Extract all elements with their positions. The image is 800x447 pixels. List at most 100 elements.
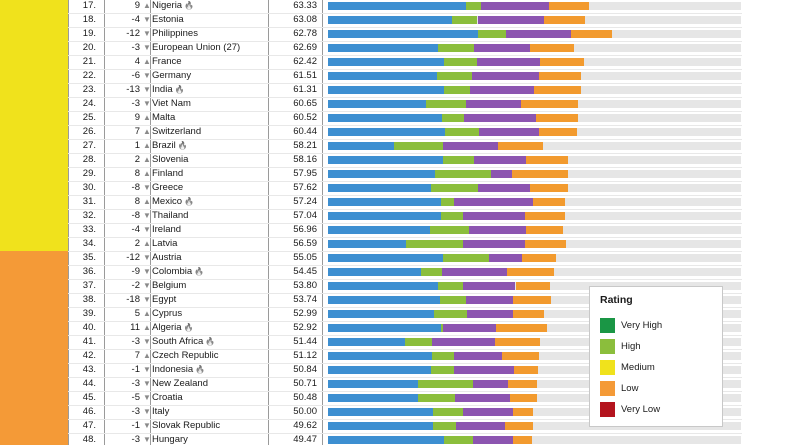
down-arrow-icon: ▼	[143, 99, 151, 108]
rank-change: 7	[134, 350, 140, 361]
rank-label: 35.	[82, 252, 96, 263]
legend-swatch	[600, 339, 615, 354]
score-bar-track	[328, 240, 741, 248]
segment-green	[437, 72, 473, 80]
country-name: Estonia	[152, 13, 282, 27]
segment-purple	[473, 156, 526, 164]
segment-purple	[463, 114, 536, 122]
table-row: 36. -9 ▼ Colombia 🔥 54.45	[68, 265, 742, 279]
segment-orange	[520, 100, 578, 108]
row-divider	[68, 377, 742, 378]
country-label: Hungary	[152, 434, 188, 445]
rank-change: 11	[130, 322, 140, 333]
country-label: Switzerland	[152, 126, 202, 137]
row-divider	[68, 237, 742, 238]
up-arrow-icon: ▲	[143, 127, 151, 136]
segment-orange	[496, 324, 548, 332]
score-bar-track	[328, 128, 741, 136]
segment-orange	[525, 156, 569, 164]
score-value: 58.21	[293, 140, 317, 151]
column-divider	[104, 0, 105, 445]
segment-green	[434, 170, 492, 178]
rank-label: 46.	[82, 406, 96, 417]
rank-change: -8	[131, 182, 140, 193]
segment-orange	[513, 408, 533, 416]
score-value: 63.08	[293, 14, 317, 25]
country-label: Viet Nam	[152, 98, 191, 109]
score-bar-track	[328, 30, 741, 38]
up-arrow-icon: ▲	[143, 57, 151, 66]
rank-label: 26.	[82, 126, 96, 137]
score-value: 54.45	[293, 266, 317, 277]
segment-blue	[328, 296, 440, 304]
country-label: Indonesia	[152, 364, 194, 375]
score-bar-track	[328, 44, 741, 52]
segment-green	[437, 282, 464, 290]
row-divider	[68, 335, 742, 336]
down-arrow-icon: ▼	[143, 393, 151, 402]
score-value: 55.05	[293, 252, 317, 263]
rank-label: 25.	[82, 112, 96, 123]
country-name: Czech Republic	[152, 349, 282, 363]
score-value: 57.04	[293, 210, 317, 221]
segment-green	[443, 58, 477, 66]
legend-label: Very Low	[621, 404, 661, 415]
rank-label: 37.	[82, 280, 96, 291]
score-bar-track	[328, 282, 741, 290]
segment-purple	[477, 184, 530, 192]
legend-label: Low	[621, 383, 639, 394]
score-bar-track	[328, 380, 741, 388]
segment-purple	[463, 212, 525, 220]
country-name: India 🔥	[152, 83, 282, 97]
segment-blue	[328, 380, 419, 388]
segment-orange	[515, 282, 551, 290]
score-bar-track	[328, 324, 741, 332]
country-name: Latvia	[152, 237, 282, 251]
rank-change: 5	[134, 308, 140, 319]
country-label: Austria	[152, 252, 182, 263]
row-divider	[68, 125, 742, 126]
row-divider	[68, 209, 742, 210]
country-label: Ireland	[152, 224, 182, 235]
segment-blue	[328, 184, 432, 192]
country-name: Algeria 🔥	[152, 321, 282, 335]
down-arrow-icon: ▼	[143, 295, 151, 304]
segment-green	[440, 212, 464, 220]
segment-purple	[465, 100, 521, 108]
table-row: 46. -3 ▼ Italy 50.00	[68, 405, 742, 419]
table-row: 37. -2 ▼ Belgium 53.80	[68, 279, 742, 293]
flame-icon: 🔥	[194, 267, 205, 276]
segment-purple	[506, 30, 571, 38]
segment-green	[432, 422, 457, 430]
up-arrow-icon: ▲	[143, 113, 151, 122]
segment-blue	[328, 128, 445, 136]
score-bar-track	[328, 16, 741, 24]
segment-purple	[472, 380, 508, 388]
country-label: Estonia	[152, 14, 184, 25]
rank-change: -3	[131, 434, 140, 445]
rank-label: 20.	[82, 42, 96, 53]
segment-orange	[543, 16, 585, 24]
country-name: Germany	[152, 69, 282, 83]
segment-blue	[328, 366, 431, 374]
legend-swatch	[600, 402, 615, 417]
segment-orange	[501, 352, 539, 360]
table-row: 43. -1 ▼ Indonesia 🔥 50.84	[68, 363, 742, 377]
score-bar-track	[328, 184, 741, 192]
country-label: Nigeria	[152, 0, 183, 11]
flame-icon: 🔥	[177, 141, 188, 150]
country-label: Thailand	[152, 210, 189, 221]
segment-purple	[478, 128, 539, 136]
segment-green	[430, 226, 470, 234]
column-divider	[150, 0, 151, 445]
country-label: Brazil	[152, 140, 176, 151]
segment-green	[442, 156, 474, 164]
rank-label: 42.	[82, 350, 96, 361]
country-label: Cyprus	[152, 308, 183, 319]
country-label: Italy	[152, 406, 170, 417]
segment-purple	[443, 142, 499, 150]
legend-label: High	[621, 341, 641, 352]
up-arrow-icon: ▲	[143, 141, 151, 150]
segment-orange	[525, 212, 566, 220]
flame-icon: 🔥	[195, 365, 206, 374]
